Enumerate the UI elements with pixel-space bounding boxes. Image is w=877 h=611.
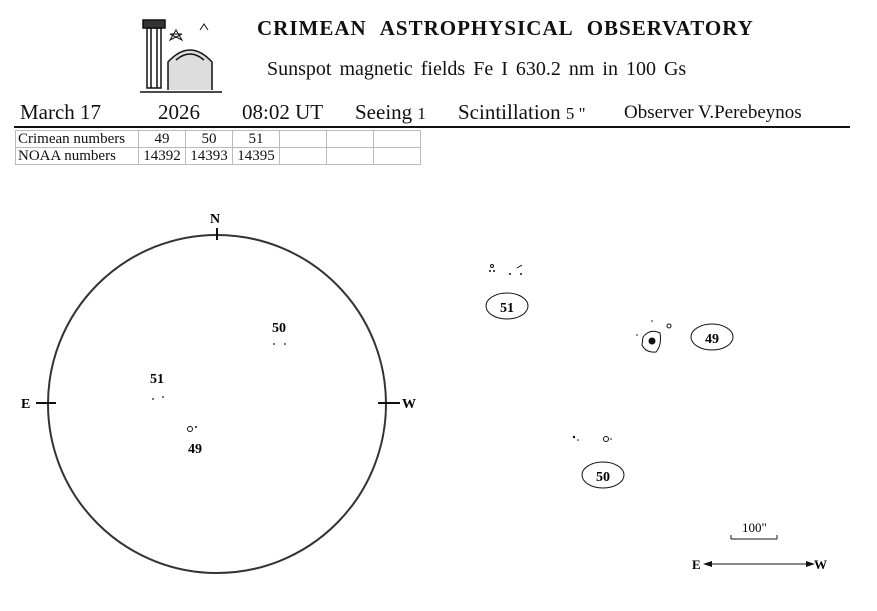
svg-text:49: 49	[705, 332, 719, 347]
north-label: N	[210, 212, 220, 227]
scale-bar: 100"	[730, 520, 778, 540]
seeing-value: 1	[417, 104, 426, 123]
svg-text:50: 50	[596, 470, 610, 485]
table-row: NOAA numbers 14392 14393 14395	[15, 147, 421, 165]
region-numbers-table: Crimean numbers 49 50 51 NOAA numbers 1439…	[15, 130, 421, 165]
east-label: E	[21, 397, 30, 412]
solar-disk	[47, 234, 387, 574]
disk-region-label: 49	[188, 442, 202, 457]
observer: Observer V.Perebeynos	[624, 102, 802, 123]
seeing-label: Seeing	[355, 100, 413, 124]
scintillation-label: Scintillation	[458, 100, 561, 124]
detail-region-50: 50	[572, 435, 625, 489]
page-subtitle: Sunspot magnetic fields Fe I 630.2 nm in…	[267, 58, 687, 80]
east-west-arrow: E W	[692, 557, 827, 572]
scintillation-value: 5 "	[565, 104, 586, 123]
observation-time: 08:02 UT	[242, 100, 324, 124]
arrow-west-label: W	[814, 557, 827, 572]
scale-label: 100"	[742, 520, 767, 535]
disk-region-label: 51	[150, 372, 164, 387]
observation-date: March 17	[20, 100, 102, 124]
observation-year: 2026	[158, 100, 200, 124]
header-rule	[14, 126, 850, 128]
page-title: CRIMEAN ASTROPHYSICAL OBSERVATORY	[257, 16, 754, 40]
detail-region-51: 51	[485, 264, 529, 320]
svg-text:51: 51	[500, 301, 514, 316]
west-label: W	[402, 397, 416, 412]
disk-region-label: 50	[272, 321, 286, 336]
arrow-east-label: E	[692, 557, 701, 572]
detail-region-49: 49	[636, 320, 734, 353]
